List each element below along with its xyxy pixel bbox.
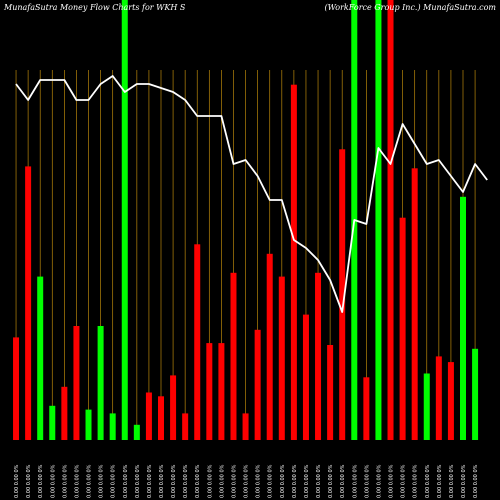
volume-bar	[363, 377, 370, 440]
x-tick-label: 0.00 0.00 0%	[376, 464, 382, 498]
volume-bar	[423, 373, 430, 440]
volume-bar	[61, 386, 68, 440]
x-tick-label: 0.00 0.00 0%	[38, 464, 44, 498]
x-tick-label: 0.00 0.00 0%	[425, 464, 431, 498]
x-tick-label: 0.00 0.00 0%	[50, 464, 56, 498]
volume-bar	[218, 343, 225, 440]
volume-bar	[327, 345, 334, 440]
x-tick-label: 0.00 0.00 0%	[364, 464, 370, 498]
x-tick-label: 0.00 0.00 0%	[461, 464, 467, 498]
x-tick-label: 0.00 0.00 0%	[183, 464, 189, 498]
volume-bar	[254, 329, 261, 440]
volume-bar	[158, 396, 164, 440]
volume-bar	[278, 276, 285, 440]
volume-bar	[230, 272, 237, 440]
volume-bar	[97, 326, 104, 440]
x-tick-label: 0.00 0.00 0%	[352, 464, 358, 498]
x-tick-label: 0.00 0.00 0%	[473, 464, 479, 498]
volume-bar	[73, 326, 80, 440]
volume-bar	[25, 166, 32, 440]
volume-bar	[13, 337, 20, 440]
volume-bar	[266, 253, 273, 440]
x-tick-label: 0.00 0.00 0%	[280, 464, 286, 498]
x-tick-label: 0.00 0.00 0%	[401, 464, 407, 498]
x-tick-label: 0.00 0.00 0%	[316, 464, 322, 498]
volume-bars	[13, 0, 479, 441]
x-tick-label: 0.00 0.00 0%	[111, 464, 117, 498]
x-tick-label: 0.00 0.00 0%	[147, 464, 153, 498]
chart-title: MunafaSutra Money Flow Charts for WKH S	[4, 3, 186, 12]
volume-bar	[290, 84, 297, 440]
x-tick-label: 0.00 0.00 0%	[62, 464, 68, 498]
x-tick-label: 0.00 0.00 0%	[219, 464, 225, 498]
x-tick-label: 0.00 0.00 0%	[437, 464, 443, 498]
volume-bar	[49, 405, 56, 440]
x-tick-label: 0.00 0.00 0%	[304, 464, 310, 498]
volume-bar	[399, 217, 406, 440]
x-tick-label: 0.00 0.00 0%	[268, 464, 274, 498]
volume-bar	[109, 413, 116, 440]
x-tick-label: 0.00 0.00 0%	[244, 464, 250, 498]
volume-bar	[375, 0, 382, 440]
x-tick-label: 0.00 0.00 0%	[135, 464, 141, 498]
x-tick-label: 0.00 0.00 0%	[159, 464, 165, 498]
x-tick-label: 0.00 0.00 0%	[328, 464, 334, 498]
volume-bar	[472, 348, 479, 440]
volume-bar	[206, 343, 213, 440]
x-tick-label: 0.00 0.00 0%	[74, 464, 80, 498]
volume-bar	[182, 413, 189, 440]
x-tick-label: 0.00 0.00 0%	[99, 464, 105, 498]
volume-bar	[315, 272, 322, 440]
volume-bar	[242, 413, 249, 440]
volume-bar	[460, 196, 466, 440]
volume-bar	[302, 314, 309, 440]
volume-bar	[435, 356, 442, 440]
volume-bar	[339, 149, 346, 441]
volume-bar	[387, 0, 394, 440]
price-line	[15, 75, 488, 313]
x-tick-label: 0.00 0.00 0%	[195, 464, 201, 498]
volume-bar	[85, 409, 92, 440]
x-tick-label: 0.00 0.00 0%	[26, 464, 32, 498]
volume-bar	[170, 375, 177, 440]
x-tick-label: 0.00 0.00 0%	[413, 464, 419, 498]
x-tick-label: 0.00 0.00 0%	[14, 464, 20, 498]
x-tick-label: 0.00 0.00 0%	[207, 464, 213, 498]
volume-bar	[145, 392, 152, 440]
x-tick-label: 0.00 0.00 0%	[256, 464, 262, 498]
x-tick-label: 0.00 0.00 0%	[171, 464, 177, 498]
x-tick-label: 0.00 0.00 0%	[389, 464, 395, 498]
x-tick-label: 0.00 0.00 0%	[292, 464, 298, 498]
volume-bar	[447, 362, 454, 440]
volume-bar	[37, 276, 44, 440]
gridlines	[15, 70, 476, 440]
x-tick-label: 0.00 0.00 0%	[87, 464, 93, 498]
volume-bar	[411, 168, 418, 441]
x-tick-label: 0.00 0.00 0%	[449, 464, 455, 498]
x-tick-label: 0.00 0.00 0%	[231, 464, 237, 498]
x-tick-label: 0.00 0.00 0%	[123, 464, 129, 498]
x-tick-label: 0.00 0.00 0%	[340, 464, 346, 498]
volume-bar	[121, 0, 128, 440]
volume-bar	[194, 244, 201, 440]
x-axis-labels: 0.00 0.00 0% 0.00 0.00 0% 0.00 0.00 0% 0.00…	[14, 464, 479, 498]
volume-bar	[133, 424, 140, 440]
chart-source: (WorkForce Group Inc.) MunafaSutra.com	[324, 3, 496, 12]
